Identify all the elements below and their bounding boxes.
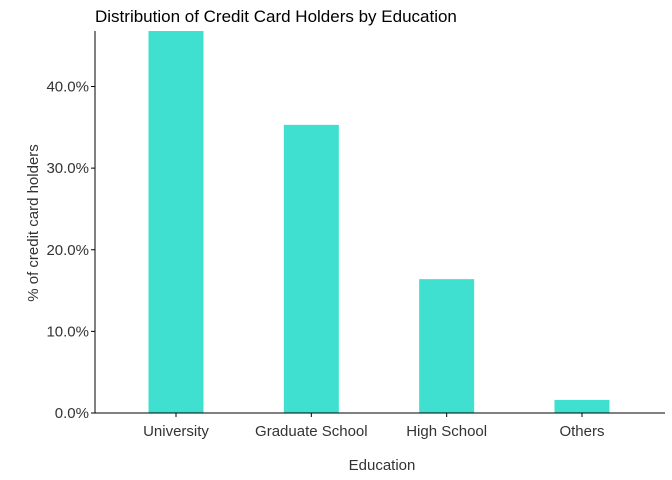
x-tick-label: Graduate School — [255, 423, 368, 440]
y-tick-label: 20.0% — [46, 242, 89, 259]
bar-university — [148, 31, 204, 413]
y-tick-label: 0.0% — [55, 405, 89, 422]
y-tick-label: 40.0% — [46, 79, 89, 96]
y-tick-label: 30.0% — [46, 160, 89, 177]
x-tick-label: High School — [406, 423, 487, 440]
bar-others — [554, 399, 610, 413]
x-tick-label: Others — [559, 423, 604, 440]
x-axis-title: Education — [349, 457, 416, 474]
plot-area: 0.0% 10.0% 20.0% 30.0% 40.0% University Gradua… — [46, 31, 665, 440]
bar-graduate-school — [283, 124, 339, 414]
x-tick-label: University — [143, 423, 209, 440]
y-tick-label: 10.0% — [46, 323, 89, 340]
y-axis-title: % of credit card holders — [25, 144, 42, 302]
bar-high-school — [419, 279, 475, 413]
chart-title: Distribution of Credit Card Holders by E… — [95, 7, 457, 26]
